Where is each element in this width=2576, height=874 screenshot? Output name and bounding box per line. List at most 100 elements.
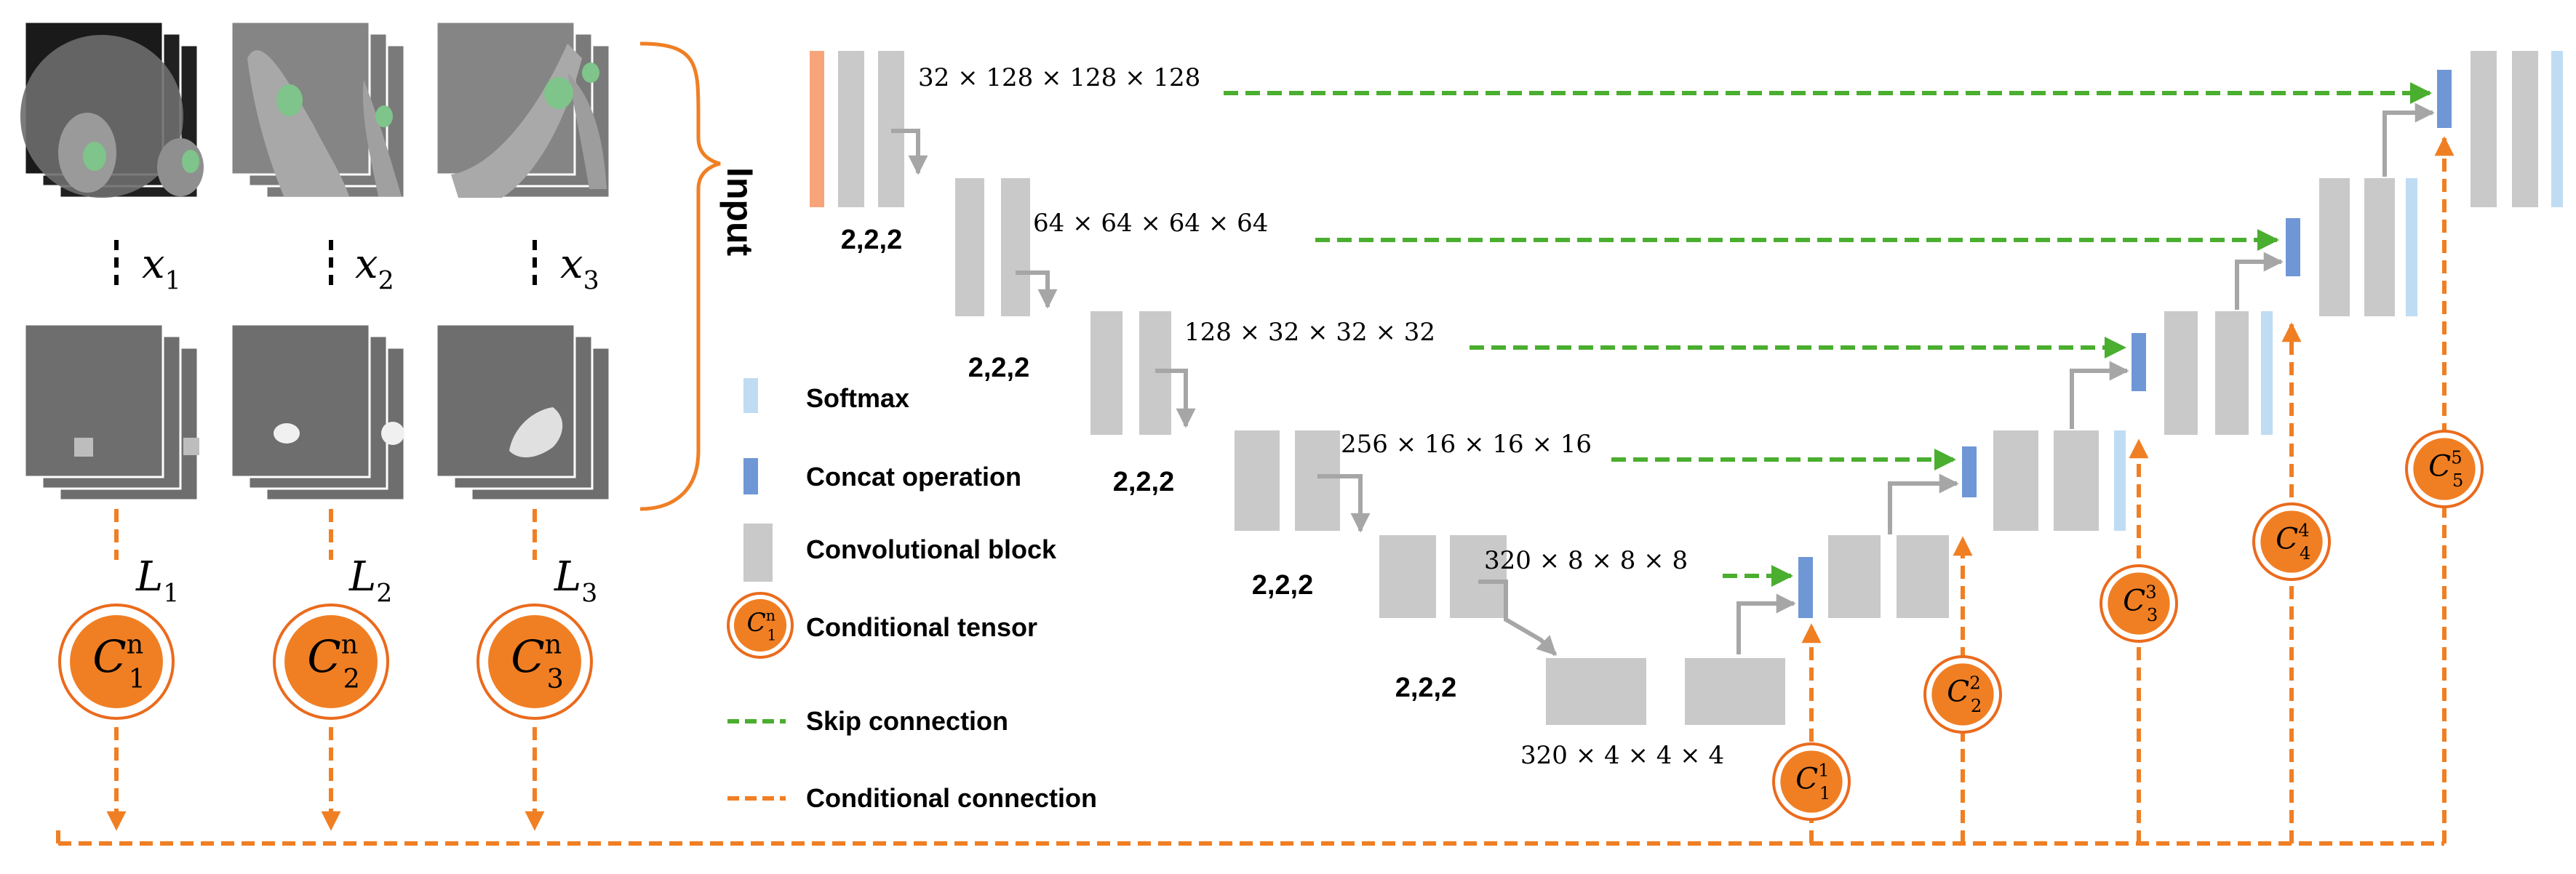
ct-image-stack-3: [435, 20, 611, 199]
legend-softmax-swatch: [743, 378, 758, 413]
skip-dim-label-1: 32 × 128 × 128 × 128: [918, 63, 1200, 92]
conv-block: [955, 178, 984, 316]
legend-concat-swatch: [743, 458, 758, 494]
skip-connections: [1224, 82, 2432, 587]
input-cond-tensor-1-symbol-sub: 1: [129, 663, 145, 694]
input-cond-tensor-2: Cn 2: [273, 604, 389, 720]
input-cond-tensor-3: Cn 3: [476, 604, 593, 720]
conv-block: [1001, 178, 1030, 316]
legend-concat-label: Concat operation: [806, 462, 1021, 492]
pool-label-3: 2,2,2: [1113, 467, 1175, 497]
conv-block: [838, 51, 864, 207]
legend: Softmax Concat operation Convolutional b…: [727, 378, 1097, 813]
sampling-arrows: [891, 103, 2435, 657]
softmax-block: [2551, 51, 2563, 207]
l-label-1: L1: [135, 553, 179, 609]
concat-block: [1962, 446, 1977, 497]
conv-block: [1993, 430, 2038, 531]
conv-block: [2215, 311, 2249, 435]
legend-cond-tensor-label: Conditional tensor: [806, 612, 1037, 642]
conv-block: [1546, 658, 1646, 725]
legend-conv-label: Convolutional block: [806, 534, 1057, 564]
decoder-cond-tensor-2: C2 2: [1923, 655, 2002, 734]
decoder-cond-tensor-3-symbol-sub: 3: [2147, 604, 2158, 625]
legend-cond-tensor-swatch-symbol-sub: 1: [767, 626, 776, 644]
pool-label-1: 2,2,2: [841, 225, 903, 255]
pool-label-5: 2,2,2: [1395, 673, 1457, 703]
decoder-cond-tensor-1-symbol-base: C: [1795, 761, 1818, 795]
input-label: Input: [719, 167, 760, 257]
conv-block: [2471, 51, 2497, 207]
decoder-cond-tensor-3: C3 3: [2100, 564, 2178, 643]
l-label-2-base: L: [348, 553, 376, 601]
conv-block: [2054, 430, 2099, 531]
input-cond-tensor-1-symbol: Cn 1: [92, 628, 145, 694]
decoder-cond-tensor-4-symbol-sup: 4: [2298, 519, 2309, 540]
decoder-cond-tensor-2-symbol-base: C: [1947, 673, 1969, 708]
decoder-cond-tensor-5-symbol-base: C: [2428, 448, 2451, 483]
input-cond-tensor-1-symbol-sup: n: [127, 628, 144, 659]
input-cond-tensor-2-symbol-base: C: [307, 632, 341, 683]
x-label-1-base: x: [142, 241, 165, 288]
l-label-1-sub: 1: [163, 580, 179, 609]
unet-decoder: [1798, 51, 2563, 618]
input-cond-tensor-1: Cn 1: [58, 604, 175, 720]
x-label-1-sub: 1: [165, 267, 181, 296]
conv-block: [2364, 178, 2395, 316]
mask-stack-2: [230, 323, 406, 502]
conv-block: [1379, 535, 1436, 618]
conv-block: [1090, 311, 1122, 435]
x-label-3-base: x: [560, 241, 583, 288]
input-cond-tensor-2-symbol-sub: 2: [343, 663, 360, 694]
decoder-cond-tensor-5-symbol: C5 5: [2428, 446, 2463, 491]
x-label-3-sub: 3: [583, 267, 599, 296]
decoder-cond-tensor-2-symbol-sub: 2: [1971, 695, 1982, 716]
concat-block: [2132, 333, 2146, 391]
input-cond-tensor-3-symbol-base: C: [511, 632, 545, 683]
decoder-cond-tensor-1: C1 1: [1772, 742, 1851, 821]
pool-label-4: 2,2,2: [1252, 570, 1314, 601]
skip-dim-label-2: 64 × 64 × 64 × 64: [1033, 209, 1268, 238]
conv-block: [2319, 178, 2350, 316]
l-label-2-sub: 2: [376, 580, 392, 609]
legend-cond-tensor-swatch-symbol: Cn 1: [747, 607, 777, 644]
legend-cond-tensor-swatch-symbol-sup: n: [766, 607, 775, 625]
concat-block: [1798, 557, 1813, 618]
skip-dim-label-5: 320 × 8 × 8 × 8: [1484, 546, 1688, 575]
skip-dim-label-3: 128 × 32 × 32 × 32: [1184, 318, 1435, 347]
decoder-cond-tensor-1-symbol: C1 1: [1795, 759, 1830, 803]
l-label-3-base: L: [554, 553, 581, 601]
x-label-2-base: x: [355, 241, 378, 288]
decoder-cond-tensor-5-symbol-sup: 5: [2451, 446, 2462, 468]
decoder-cond-tensor-2-symbol: C2 2: [1947, 672, 1982, 716]
conv-block: [1828, 535, 1881, 618]
conv-block: [1295, 430, 1340, 531]
l-label-3: L3: [554, 553, 597, 609]
legend-conv-swatch: [743, 524, 773, 582]
decoder-cond-tensor-3-symbol-sup: 3: [2145, 581, 2156, 602]
x-label-2-sub: 2: [378, 267, 394, 296]
skip-dim-label-4: 256 × 16 × 16 × 16: [1341, 430, 1592, 459]
conv-block: [1450, 535, 1507, 618]
input-cond-tensor-3-symbol: Cn 3: [511, 628, 564, 694]
input-cond-tensor-2-symbol: Cn 2: [307, 628, 360, 694]
ct-image-stack-2: [230, 20, 406, 199]
input-channel-block: [810, 51, 824, 207]
mask-stack-3: [435, 323, 611, 502]
legend-softmax-label: Softmax: [806, 383, 909, 413]
decoder-cond-tensor-3-symbol: C3 3: [2123, 581, 2158, 625]
legend-cond-tensor-swatch-symbol-base: C: [747, 609, 766, 638]
legend-cond-tensor-swatch: Cn 1: [727, 592, 794, 659]
conv-block: [1897, 535, 1949, 618]
concat-block: [2286, 218, 2300, 276]
conv-block: [2164, 311, 2198, 435]
decoder-cond-tensor-5: C5 5: [2405, 430, 2484, 508]
conv-block: [1685, 658, 1785, 725]
bottleneck-dim-label: 320 × 4 × 4 × 4: [1520, 741, 1724, 770]
x-label-1: x1: [142, 241, 181, 296]
decoder-cond-tensor-2-symbol-sup: 2: [1969, 672, 1980, 693]
conv-block: [2512, 51, 2538, 207]
input-image-panel: x1 x2 x3 L1 L2 L3 Input: [20, 20, 760, 609]
legend-cond-conn-label: Conditional connection: [806, 783, 1097, 813]
